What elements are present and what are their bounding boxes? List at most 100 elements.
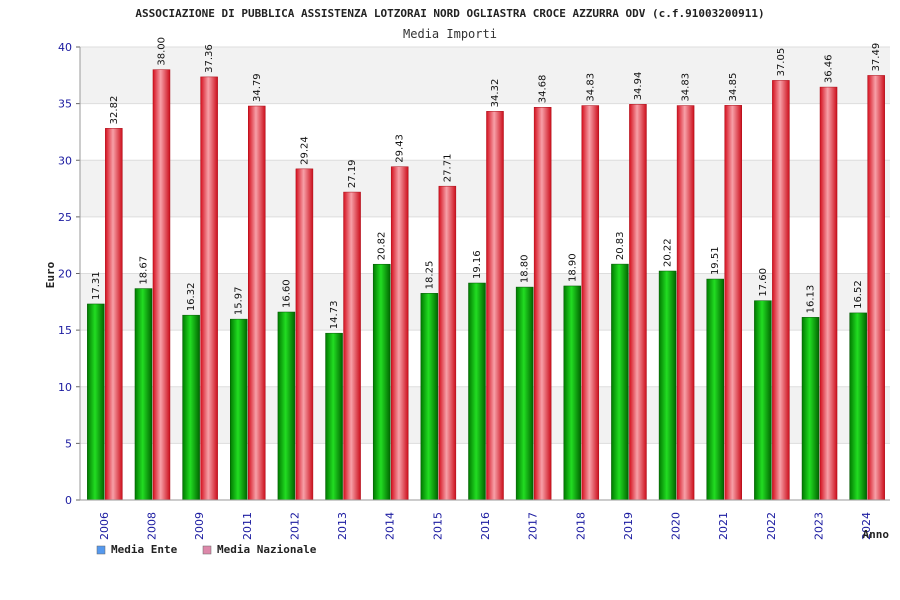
data-label: 17.60	[758, 268, 769, 297]
x-tick-label: 2011	[241, 512, 254, 540]
data-label: 27.71	[442, 154, 453, 183]
data-label: 34.83	[585, 73, 596, 102]
bar-media-nazionale	[533, 106, 552, 501]
bar-media-nazionale	[629, 104, 647, 501]
x-tick-label: 2008	[145, 512, 158, 540]
bar-media-nazionale	[486, 111, 504, 501]
data-label: 34.85	[728, 73, 739, 102]
x-tick-label: 2012	[288, 512, 301, 540]
y-tick-label: 20	[58, 268, 72, 281]
bar-media-nazionale	[295, 168, 314, 501]
data-label: 32.82	[109, 96, 120, 125]
data-label: 36.46	[824, 54, 835, 83]
y-tick-label: 15	[58, 324, 72, 337]
bar-media-nazionale	[867, 75, 885, 501]
bar-media-ente	[420, 293, 439, 501]
bar-media-nazionale	[390, 166, 409, 501]
x-tick-label: 2023	[813, 512, 826, 540]
y-tick-label: 35	[58, 98, 72, 111]
data-label: 37.49	[871, 43, 882, 72]
x-tick-label: 2017	[527, 512, 540, 540]
bar-media-ente	[372, 263, 391, 501]
data-label: 16.13	[806, 285, 817, 314]
bars	[87, 69, 885, 501]
data-label: 17.31	[91, 271, 102, 300]
data-label: 34.79	[252, 73, 263, 102]
data-label: 18.90	[567, 253, 578, 282]
data-label: 34.83	[681, 73, 692, 102]
bar-media-ente	[658, 270, 677, 501]
data-label: 38.00	[156, 37, 167, 66]
legend-swatch	[96, 545, 106, 555]
x-tick-label: 2015	[431, 512, 444, 540]
bar-media-nazionale	[200, 76, 218, 501]
legend-label: Media Ente	[111, 543, 178, 556]
x-axis-label: Anno	[863, 528, 890, 541]
bar-media-ente	[277, 311, 296, 501]
bar-media-nazionale	[438, 185, 457, 501]
y-tick-label: 30	[58, 154, 72, 167]
data-label: 15.97	[234, 286, 245, 315]
legend-label: Media Nazionale	[217, 543, 317, 556]
x-tick-label: 2022	[765, 512, 778, 540]
bar-media-ente	[563, 285, 582, 501]
y-tick-label: 0	[65, 494, 72, 507]
data-label: 19.51	[710, 246, 721, 275]
bar-media-nazionale	[772, 80, 790, 501]
legend-swatch	[202, 545, 212, 555]
data-label: 20.83	[615, 231, 626, 260]
x-tick-label: 2013	[336, 512, 349, 540]
chart-subtitle: Media Importi	[403, 27, 497, 41]
chart-title: ASSOCIAZIONE DI PUBBLICA ASSISTENZA LOTZ…	[135, 7, 764, 20]
bar-media-nazionale	[152, 69, 171, 501]
data-label: 16.60	[281, 279, 292, 308]
bar-media-nazionale	[676, 105, 695, 501]
bar-media-ente	[611, 263, 629, 501]
bar-media-ente	[706, 278, 724, 501]
bar-media-ente	[87, 303, 105, 501]
data-label: 34.68	[538, 75, 549, 104]
x-tick-label: 2014	[384, 512, 397, 540]
bar-media-ente	[515, 286, 534, 501]
x-tick-label: 2006	[98, 512, 111, 540]
bar-media-nazionale	[248, 105, 266, 501]
x-tick-label: 2024	[860, 512, 873, 540]
data-label: 19.16	[472, 250, 483, 279]
bar-media-nazionale	[343, 191, 361, 501]
data-label: 29.24	[299, 136, 310, 165]
axes: 0 5 10 15 20 25 30 35 40 2006 2008 2009 2011 2012 2013…	[58, 41, 890, 540]
data-label: 29.43	[395, 134, 406, 163]
data-label: 34.94	[633, 72, 644, 101]
bar-media-ente	[325, 332, 343, 501]
x-tick-label: 2016	[479, 512, 492, 540]
data-label: 18.67	[138, 256, 149, 285]
legend: Media Ente Media Nazionale	[96, 543, 317, 556]
data-labels: 17.31 32.82 18.67 38.00 16.32 37.36 15.97 34.79…	[91, 37, 882, 329]
x-tick-label: 2018	[574, 512, 587, 540]
y-axis-label: Euro	[44, 261, 57, 288]
data-label: 20.82	[377, 232, 388, 261]
x-tick-label: 2009	[193, 512, 206, 540]
data-label: 27.19	[347, 159, 358, 188]
bar-media-ente	[801, 317, 820, 501]
bar-media-ente	[182, 314, 200, 501]
x-tick-label: 2019	[622, 512, 635, 540]
data-label: 37.05	[776, 48, 787, 77]
y-tick-label: 10	[58, 381, 72, 394]
data-label: 20.22	[663, 238, 674, 267]
data-label: 16.32	[186, 283, 197, 312]
bar-media-ente	[134, 288, 153, 501]
data-label: 16.52	[853, 280, 864, 309]
data-label: 37.36	[204, 44, 215, 73]
data-label: 18.25	[424, 261, 435, 290]
x-tick-label: 2020	[670, 512, 683, 540]
bar-media-ente	[754, 300, 772, 501]
y-tick-label: 25	[58, 211, 72, 224]
bar-media-ente	[230, 318, 248, 501]
data-label: 14.73	[329, 301, 340, 330]
bar-media-nazionale	[819, 86, 838, 501]
x-tick-label: 2021	[717, 512, 730, 540]
data-label: 34.32	[490, 79, 501, 108]
bar-media-nazionale	[724, 105, 742, 501]
